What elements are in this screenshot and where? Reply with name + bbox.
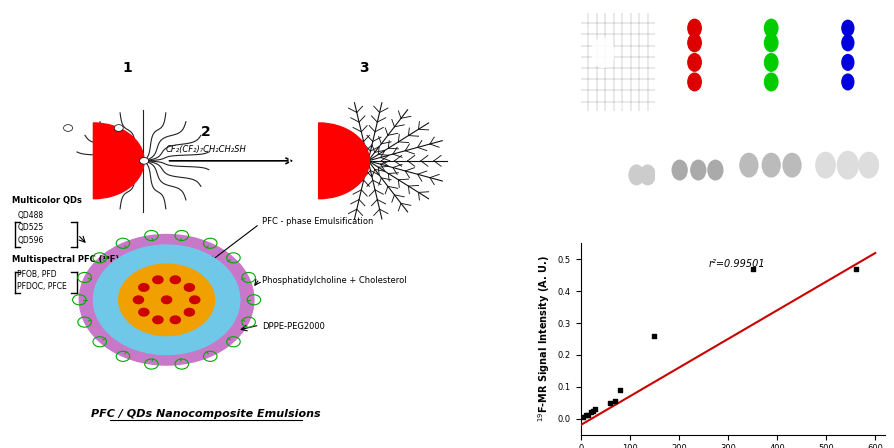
Text: Thi: Thi bbox=[583, 38, 588, 42]
Text: (6): (6) bbox=[689, 205, 699, 211]
Text: r²=0.99501: r²=0.99501 bbox=[709, 259, 765, 269]
Circle shape bbox=[629, 165, 644, 185]
Text: 1: 1 bbox=[122, 61, 132, 75]
Point bbox=[603, 399, 617, 406]
Circle shape bbox=[691, 160, 705, 180]
Text: QD525: QD525 bbox=[17, 223, 44, 233]
Text: (4): (4) bbox=[843, 102, 853, 108]
Text: QDs: QDs bbox=[288, 156, 310, 166]
Circle shape bbox=[687, 73, 701, 91]
Circle shape bbox=[184, 308, 195, 316]
Wedge shape bbox=[318, 123, 369, 199]
Circle shape bbox=[139, 157, 148, 164]
Circle shape bbox=[162, 296, 172, 304]
Text: (7): (7) bbox=[766, 205, 776, 211]
Text: PFC / QDs Nanocomposite Emulsions: PFC / QDs Nanocomposite Emulsions bbox=[91, 409, 321, 418]
Circle shape bbox=[764, 73, 778, 91]
Circle shape bbox=[139, 308, 149, 316]
Wedge shape bbox=[93, 123, 144, 199]
Text: 3: 3 bbox=[358, 61, 368, 75]
Circle shape bbox=[687, 19, 701, 37]
Circle shape bbox=[133, 296, 144, 304]
Point bbox=[608, 397, 622, 405]
Y-axis label: $^{19}$F-MR Signal Intensity (A. U.): $^{19}$F-MR Signal Intensity (A. U.) bbox=[536, 256, 552, 422]
Text: PFOB, PFD: PFOB, PFD bbox=[17, 270, 57, 279]
Circle shape bbox=[687, 54, 701, 71]
Circle shape bbox=[592, 38, 614, 67]
Circle shape bbox=[63, 125, 72, 131]
Circle shape bbox=[842, 74, 854, 90]
Text: (1): (1) bbox=[613, 102, 623, 108]
Text: CF₂(CF₂)₇CH₂CH₂SH: CF₂(CF₂)₇CH₂CH₂SH bbox=[165, 146, 247, 155]
Point bbox=[576, 414, 590, 421]
Point bbox=[588, 405, 603, 413]
Circle shape bbox=[859, 152, 879, 178]
Circle shape bbox=[842, 55, 854, 70]
Circle shape bbox=[119, 264, 215, 336]
Point bbox=[578, 412, 593, 419]
Circle shape bbox=[764, 54, 778, 71]
Circle shape bbox=[842, 35, 854, 51]
Text: HOOC: HOOC bbox=[583, 18, 594, 22]
Circle shape bbox=[80, 234, 254, 365]
Text: PFC - phase Emulsification: PFC - phase Emulsification bbox=[262, 217, 374, 226]
Point bbox=[612, 386, 627, 393]
Point bbox=[647, 332, 662, 340]
Text: QD596: QD596 bbox=[17, 236, 44, 245]
Point bbox=[746, 265, 760, 272]
Circle shape bbox=[170, 316, 181, 323]
Circle shape bbox=[672, 160, 687, 180]
Text: (3): (3) bbox=[766, 102, 776, 108]
Text: Phosphatidylcholine + Cholesterol: Phosphatidylcholine + Cholesterol bbox=[262, 276, 407, 285]
Text: PFDOC, PFCE: PFDOC, PFCE bbox=[17, 282, 67, 291]
Circle shape bbox=[170, 276, 181, 284]
Text: Multispectral PFC (¹⁹F): Multispectral PFC (¹⁹F) bbox=[12, 255, 119, 264]
Point bbox=[848, 265, 863, 272]
Point bbox=[586, 407, 600, 414]
Circle shape bbox=[783, 153, 801, 177]
Text: Multicolor QDs: Multicolor QDs bbox=[12, 196, 81, 205]
Text: (5): (5) bbox=[613, 205, 623, 211]
Circle shape bbox=[153, 316, 163, 323]
Circle shape bbox=[139, 284, 149, 291]
Circle shape bbox=[816, 152, 835, 178]
Text: (8): (8) bbox=[843, 205, 853, 211]
Circle shape bbox=[153, 276, 163, 284]
Circle shape bbox=[764, 19, 778, 37]
Point bbox=[584, 409, 598, 416]
Circle shape bbox=[184, 284, 195, 291]
Circle shape bbox=[838, 151, 858, 179]
Text: PEG: PEG bbox=[583, 28, 590, 32]
Text: DPPE-PEG2000: DPPE-PEG2000 bbox=[262, 322, 325, 331]
Circle shape bbox=[93, 245, 240, 354]
Circle shape bbox=[687, 34, 701, 52]
Circle shape bbox=[640, 165, 655, 185]
Circle shape bbox=[708, 160, 723, 180]
Circle shape bbox=[763, 153, 780, 177]
Circle shape bbox=[190, 296, 200, 304]
Circle shape bbox=[114, 125, 123, 131]
Text: QD488: QD488 bbox=[17, 211, 44, 220]
Circle shape bbox=[764, 34, 778, 52]
Text: QDs: QDs bbox=[60, 156, 82, 166]
Point bbox=[581, 411, 595, 418]
Circle shape bbox=[842, 20, 854, 36]
Circle shape bbox=[740, 153, 758, 177]
Text: (2): (2) bbox=[689, 102, 699, 108]
Text: 2: 2 bbox=[201, 125, 211, 138]
